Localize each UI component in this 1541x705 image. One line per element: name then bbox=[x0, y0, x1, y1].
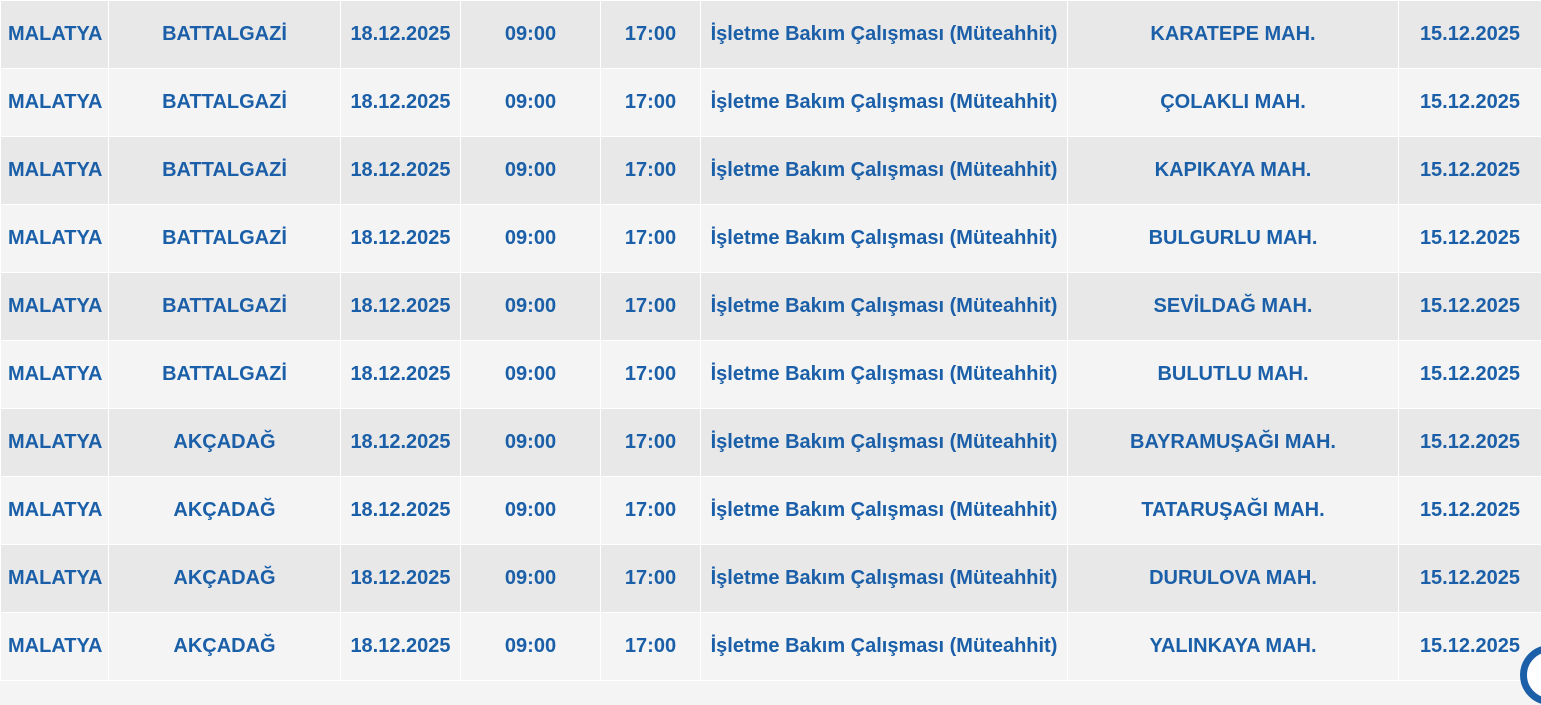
date-cell: 18.12.2025 bbox=[341, 409, 461, 477]
date-cell: 18.12.2025 bbox=[341, 69, 461, 137]
province-cell: MALATYA bbox=[1, 341, 109, 409]
announce-date-cell: 15.12.2025 bbox=[1399, 273, 1541, 341]
neighborhood-cell: SEVİLDAĞ MAH. bbox=[1068, 273, 1399, 341]
reason-cell: İşletme Bakım Çalışması (Müteahhit) bbox=[701, 613, 1068, 681]
reason-cell: İşletme Bakım Çalışması (Müteahhit) bbox=[701, 545, 1068, 613]
date-cell: 18.12.2025 bbox=[341, 341, 461, 409]
end-time-cell: 17:00 bbox=[601, 613, 701, 681]
announce-date-cell: 15.12.2025 bbox=[1399, 69, 1541, 137]
province-cell: MALATYA bbox=[1, 137, 109, 205]
reason-cell: İşletme Bakım Çalışması (Müteahhit) bbox=[701, 205, 1068, 273]
neighborhood-cell: BULUTLU MAH. bbox=[1068, 341, 1399, 409]
district-cell: AKÇADAĞ bbox=[109, 477, 341, 545]
start-time-cell: 09:00 bbox=[461, 69, 601, 137]
district-cell: BATTALGAZİ bbox=[109, 205, 341, 273]
district-cell: BATTALGAZİ bbox=[109, 273, 341, 341]
date-cell: 18.12.2025 bbox=[341, 613, 461, 681]
start-time-cell: 09:00 bbox=[461, 477, 601, 545]
reason-cell: İşletme Bakım Çalışması (Müteahhit) bbox=[701, 341, 1068, 409]
announce-date-cell: 15.12.2025 bbox=[1399, 477, 1541, 545]
start-time-cell: 09:00 bbox=[461, 341, 601, 409]
reason-cell: İşletme Bakım Çalışması (Müteahhit) bbox=[701, 409, 1068, 477]
district-cell: BATTALGAZİ bbox=[109, 1, 341, 69]
end-time-cell: 17:00 bbox=[601, 477, 701, 545]
neighborhood-cell: KARATEPE MAH. bbox=[1068, 1, 1399, 69]
end-time-cell: 17:00 bbox=[601, 137, 701, 205]
date-cell: 18.12.2025 bbox=[341, 137, 461, 205]
announce-date-cell: 15.12.2025 bbox=[1399, 137, 1541, 205]
date-cell: 18.12.2025 bbox=[341, 545, 461, 613]
province-cell: MALATYA bbox=[1, 205, 109, 273]
neighborhood-cell: BAYRAMUŞAĞI MAH. bbox=[1068, 409, 1399, 477]
announce-date-cell: 15.12.2025 bbox=[1399, 341, 1541, 409]
announce-date-cell: 15.12.2025 bbox=[1399, 545, 1541, 613]
reason-cell: İşletme Bakım Çalışması (Müteahhit) bbox=[701, 69, 1068, 137]
start-time-cell: 09:00 bbox=[461, 273, 601, 341]
start-time-cell: 09:00 bbox=[461, 205, 601, 273]
district-cell: BATTALGAZİ bbox=[109, 69, 341, 137]
announce-date-cell: 15.12.2025 bbox=[1399, 409, 1541, 477]
reason-cell: İşletme Bakım Çalışması (Müteahhit) bbox=[701, 477, 1068, 545]
neighborhood-cell: DURULOVA MAH. bbox=[1068, 545, 1399, 613]
announce-date-cell: 15.12.2025 bbox=[1399, 205, 1541, 273]
province-cell: MALATYA bbox=[1, 613, 109, 681]
reason-cell: İşletme Bakım Çalışması (Müteahhit) bbox=[701, 273, 1068, 341]
end-time-cell: 17:00 bbox=[601, 205, 701, 273]
end-time-cell: 17:00 bbox=[601, 341, 701, 409]
end-time-cell: 17:00 bbox=[601, 409, 701, 477]
district-cell: AKÇADAĞ bbox=[109, 409, 341, 477]
start-time-cell: 09:00 bbox=[461, 613, 601, 681]
end-time-cell: 17:00 bbox=[601, 69, 701, 137]
province-cell: MALATYA bbox=[1, 1, 109, 69]
province-cell: MALATYA bbox=[1, 409, 109, 477]
start-time-cell: 09:00 bbox=[461, 1, 601, 69]
date-cell: 18.12.2025 bbox=[341, 273, 461, 341]
end-time-cell: 17:00 bbox=[601, 1, 701, 69]
province-cell: MALATYA bbox=[1, 477, 109, 545]
end-time-cell: 17:00 bbox=[601, 273, 701, 341]
province-cell: MALATYA bbox=[1, 69, 109, 137]
district-cell: BATTALGAZİ bbox=[109, 341, 341, 409]
neighborhood-cell: KAPIKAYA MAH. bbox=[1068, 137, 1399, 205]
start-time-cell: 09:00 bbox=[461, 545, 601, 613]
province-cell: MALATYA bbox=[1, 273, 109, 341]
date-cell: 18.12.2025 bbox=[341, 205, 461, 273]
reason-cell: İşletme Bakım Çalışması (Müteahhit) bbox=[701, 1, 1068, 69]
district-cell: BATTALGAZİ bbox=[109, 137, 341, 205]
neighborhood-cell: TATARUŞAĞI MAH. bbox=[1068, 477, 1399, 545]
neighborhood-cell: ÇOLAKLI MAH. bbox=[1068, 69, 1399, 137]
province-cell: MALATYA bbox=[1, 545, 109, 613]
district-cell: AKÇADAĞ bbox=[109, 613, 341, 681]
start-time-cell: 09:00 bbox=[461, 409, 601, 477]
date-cell: 18.12.2025 bbox=[341, 477, 461, 545]
date-cell: 18.12.2025 bbox=[341, 1, 461, 69]
reason-cell: İşletme Bakım Çalışması (Müteahhit) bbox=[701, 137, 1068, 205]
start-time-cell: 09:00 bbox=[461, 137, 601, 205]
end-time-cell: 17:00 bbox=[601, 545, 701, 613]
neighborhood-cell: YALINKAYA MAH. bbox=[1068, 613, 1399, 681]
announce-date-cell: 15.12.2025 bbox=[1399, 1, 1541, 69]
neighborhood-cell: BULGURLU MAH. bbox=[1068, 205, 1399, 273]
district-cell: AKÇADAĞ bbox=[109, 545, 341, 613]
